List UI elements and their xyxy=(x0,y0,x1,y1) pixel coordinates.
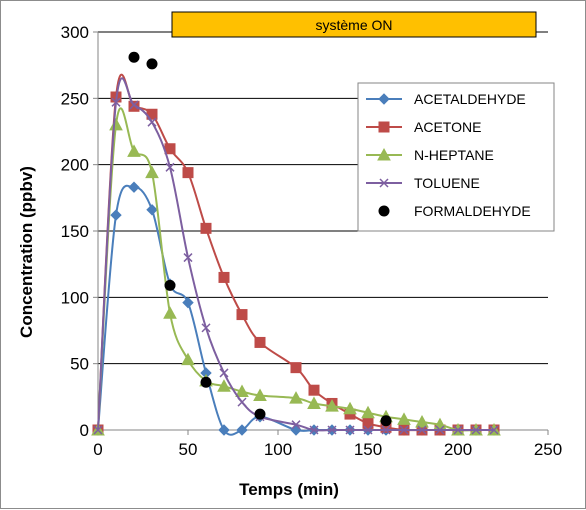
x-tick-label-200: 200 xyxy=(444,440,472,459)
y-tick-label-250: 250 xyxy=(61,89,89,108)
point-n-heptane-13 xyxy=(343,401,357,415)
point-n-heptane-7 xyxy=(217,379,231,392)
point-acetone-6 xyxy=(200,222,212,234)
point-toluene-8 xyxy=(237,397,247,407)
point-formaldehyde-0 xyxy=(128,51,140,63)
series-line-toluene xyxy=(97,77,494,432)
point-formaldehyde-5 xyxy=(380,415,392,427)
point-acetone-4 xyxy=(164,143,176,155)
legend-label-toluene: TOLUENE xyxy=(414,175,480,191)
legend-label-acetone: ACETONE xyxy=(414,119,481,135)
point-toluene-15 xyxy=(381,425,391,435)
series-formaldehyde xyxy=(128,51,392,427)
legend-marker-toluene xyxy=(379,178,389,188)
y-tick-label-300: 300 xyxy=(61,23,89,42)
point-acetone-8 xyxy=(236,309,248,321)
legend-marker-acetaldehyde xyxy=(378,93,390,105)
point-acetaldehyde-5 xyxy=(182,296,194,309)
point-toluene-1 xyxy=(111,97,121,107)
point-toluene-21 xyxy=(489,425,499,435)
y-axis-title: Concentration (ppbv) xyxy=(17,166,36,338)
point-n-heptane-12 xyxy=(325,399,339,412)
point-n-heptane-2 xyxy=(127,144,141,157)
point-n-heptane-3 xyxy=(145,165,159,179)
point-n-heptane-9 xyxy=(253,388,267,402)
point-acetaldehyde-1 xyxy=(110,209,122,221)
legend-label-n-heptane: N-HEPTANE xyxy=(414,147,494,163)
point-toluene-0 xyxy=(93,425,103,435)
x-tick-label-150: 150 xyxy=(354,440,382,459)
x-axis-title: Temps (min) xyxy=(239,480,339,499)
point-formaldehyde-1 xyxy=(146,58,158,70)
x-tick-label-250: 250 xyxy=(534,440,562,459)
point-formaldehyde-4 xyxy=(254,408,266,420)
point-acetaldehyde-2 xyxy=(128,181,140,193)
point-n-heptane-4 xyxy=(163,306,177,319)
point-n-heptane-10 xyxy=(289,391,303,404)
banner-text: système ON xyxy=(315,17,392,33)
point-acetone-7 xyxy=(218,271,230,283)
series-layer xyxy=(91,51,501,436)
legend-box xyxy=(357,82,555,232)
point-acetone-11 xyxy=(308,384,320,396)
point-toluene-12 xyxy=(327,425,337,435)
point-acetaldehyde-3 xyxy=(146,204,158,216)
point-formaldehyde-2 xyxy=(164,279,176,291)
point-formaldehyde-3 xyxy=(200,376,212,388)
y-tick-label-50: 50 xyxy=(70,355,89,374)
point-n-heptane-1 xyxy=(109,117,123,131)
point-toluene-19 xyxy=(453,425,463,435)
y-tick-label-200: 200 xyxy=(61,156,89,175)
point-toluene-20 xyxy=(471,425,481,435)
point-toluene-18 xyxy=(435,425,445,435)
system-on-banner: système ON xyxy=(171,11,537,38)
legend-marker-formaldehyde xyxy=(378,205,390,217)
x-tick-label-50: 50 xyxy=(179,440,198,459)
point-acetone-5 xyxy=(182,167,194,179)
point-toluene-16 xyxy=(399,425,409,435)
point-toluene-13 xyxy=(345,425,355,435)
point-acetaldehyde-8 xyxy=(236,424,248,436)
point-toluene-11 xyxy=(309,425,319,435)
series-toluene xyxy=(93,77,499,435)
x-tick-label-0: 0 xyxy=(93,440,102,459)
point-toluene-5 xyxy=(183,253,193,263)
point-n-heptane-8 xyxy=(235,384,249,398)
point-n-heptane-17 xyxy=(415,414,429,428)
point-acetone-10 xyxy=(290,362,302,374)
point-toluene-17 xyxy=(417,425,427,435)
point-acetone-2 xyxy=(128,100,140,112)
x-tick-label-100: 100 xyxy=(264,440,292,459)
point-toluene-2 xyxy=(129,100,139,110)
point-n-heptane-11 xyxy=(307,396,321,409)
banner-box xyxy=(171,11,537,38)
legend-marker-acetone xyxy=(378,121,390,133)
axes: 0 50 100 150 200 250 300 0 50 100 150 200 250 xyxy=(61,23,563,459)
legend: ACETALDEHYDE ACETONE N-HEPTANE TOLUENE FORMA… xyxy=(357,82,555,232)
legend-marker-n-heptane xyxy=(377,147,391,161)
point-toluene-3 xyxy=(147,117,157,127)
y-tick-label-150: 150 xyxy=(61,222,89,241)
legend-label-formaldehyde: FORMALDEHYDE xyxy=(414,203,531,219)
point-n-heptane-16 xyxy=(397,412,411,425)
point-toluene-10 xyxy=(291,420,301,430)
point-n-heptane-5 xyxy=(181,352,195,366)
point-toluene-7 xyxy=(219,368,229,378)
point-toluene-14 xyxy=(363,425,373,435)
point-n-heptane-14 xyxy=(361,405,375,419)
point-acetaldehyde-7 xyxy=(218,424,230,436)
legend-label-acetaldehyde: ACETALDEHYDE xyxy=(414,91,526,107)
point-toluene-6 xyxy=(201,323,211,333)
y-tick-label-100: 100 xyxy=(61,288,89,307)
point-acetone-9 xyxy=(254,336,266,348)
point-acetone-14 xyxy=(362,417,374,429)
y-tick-label-0: 0 xyxy=(80,421,89,440)
point-toluene-4 xyxy=(165,162,175,172)
